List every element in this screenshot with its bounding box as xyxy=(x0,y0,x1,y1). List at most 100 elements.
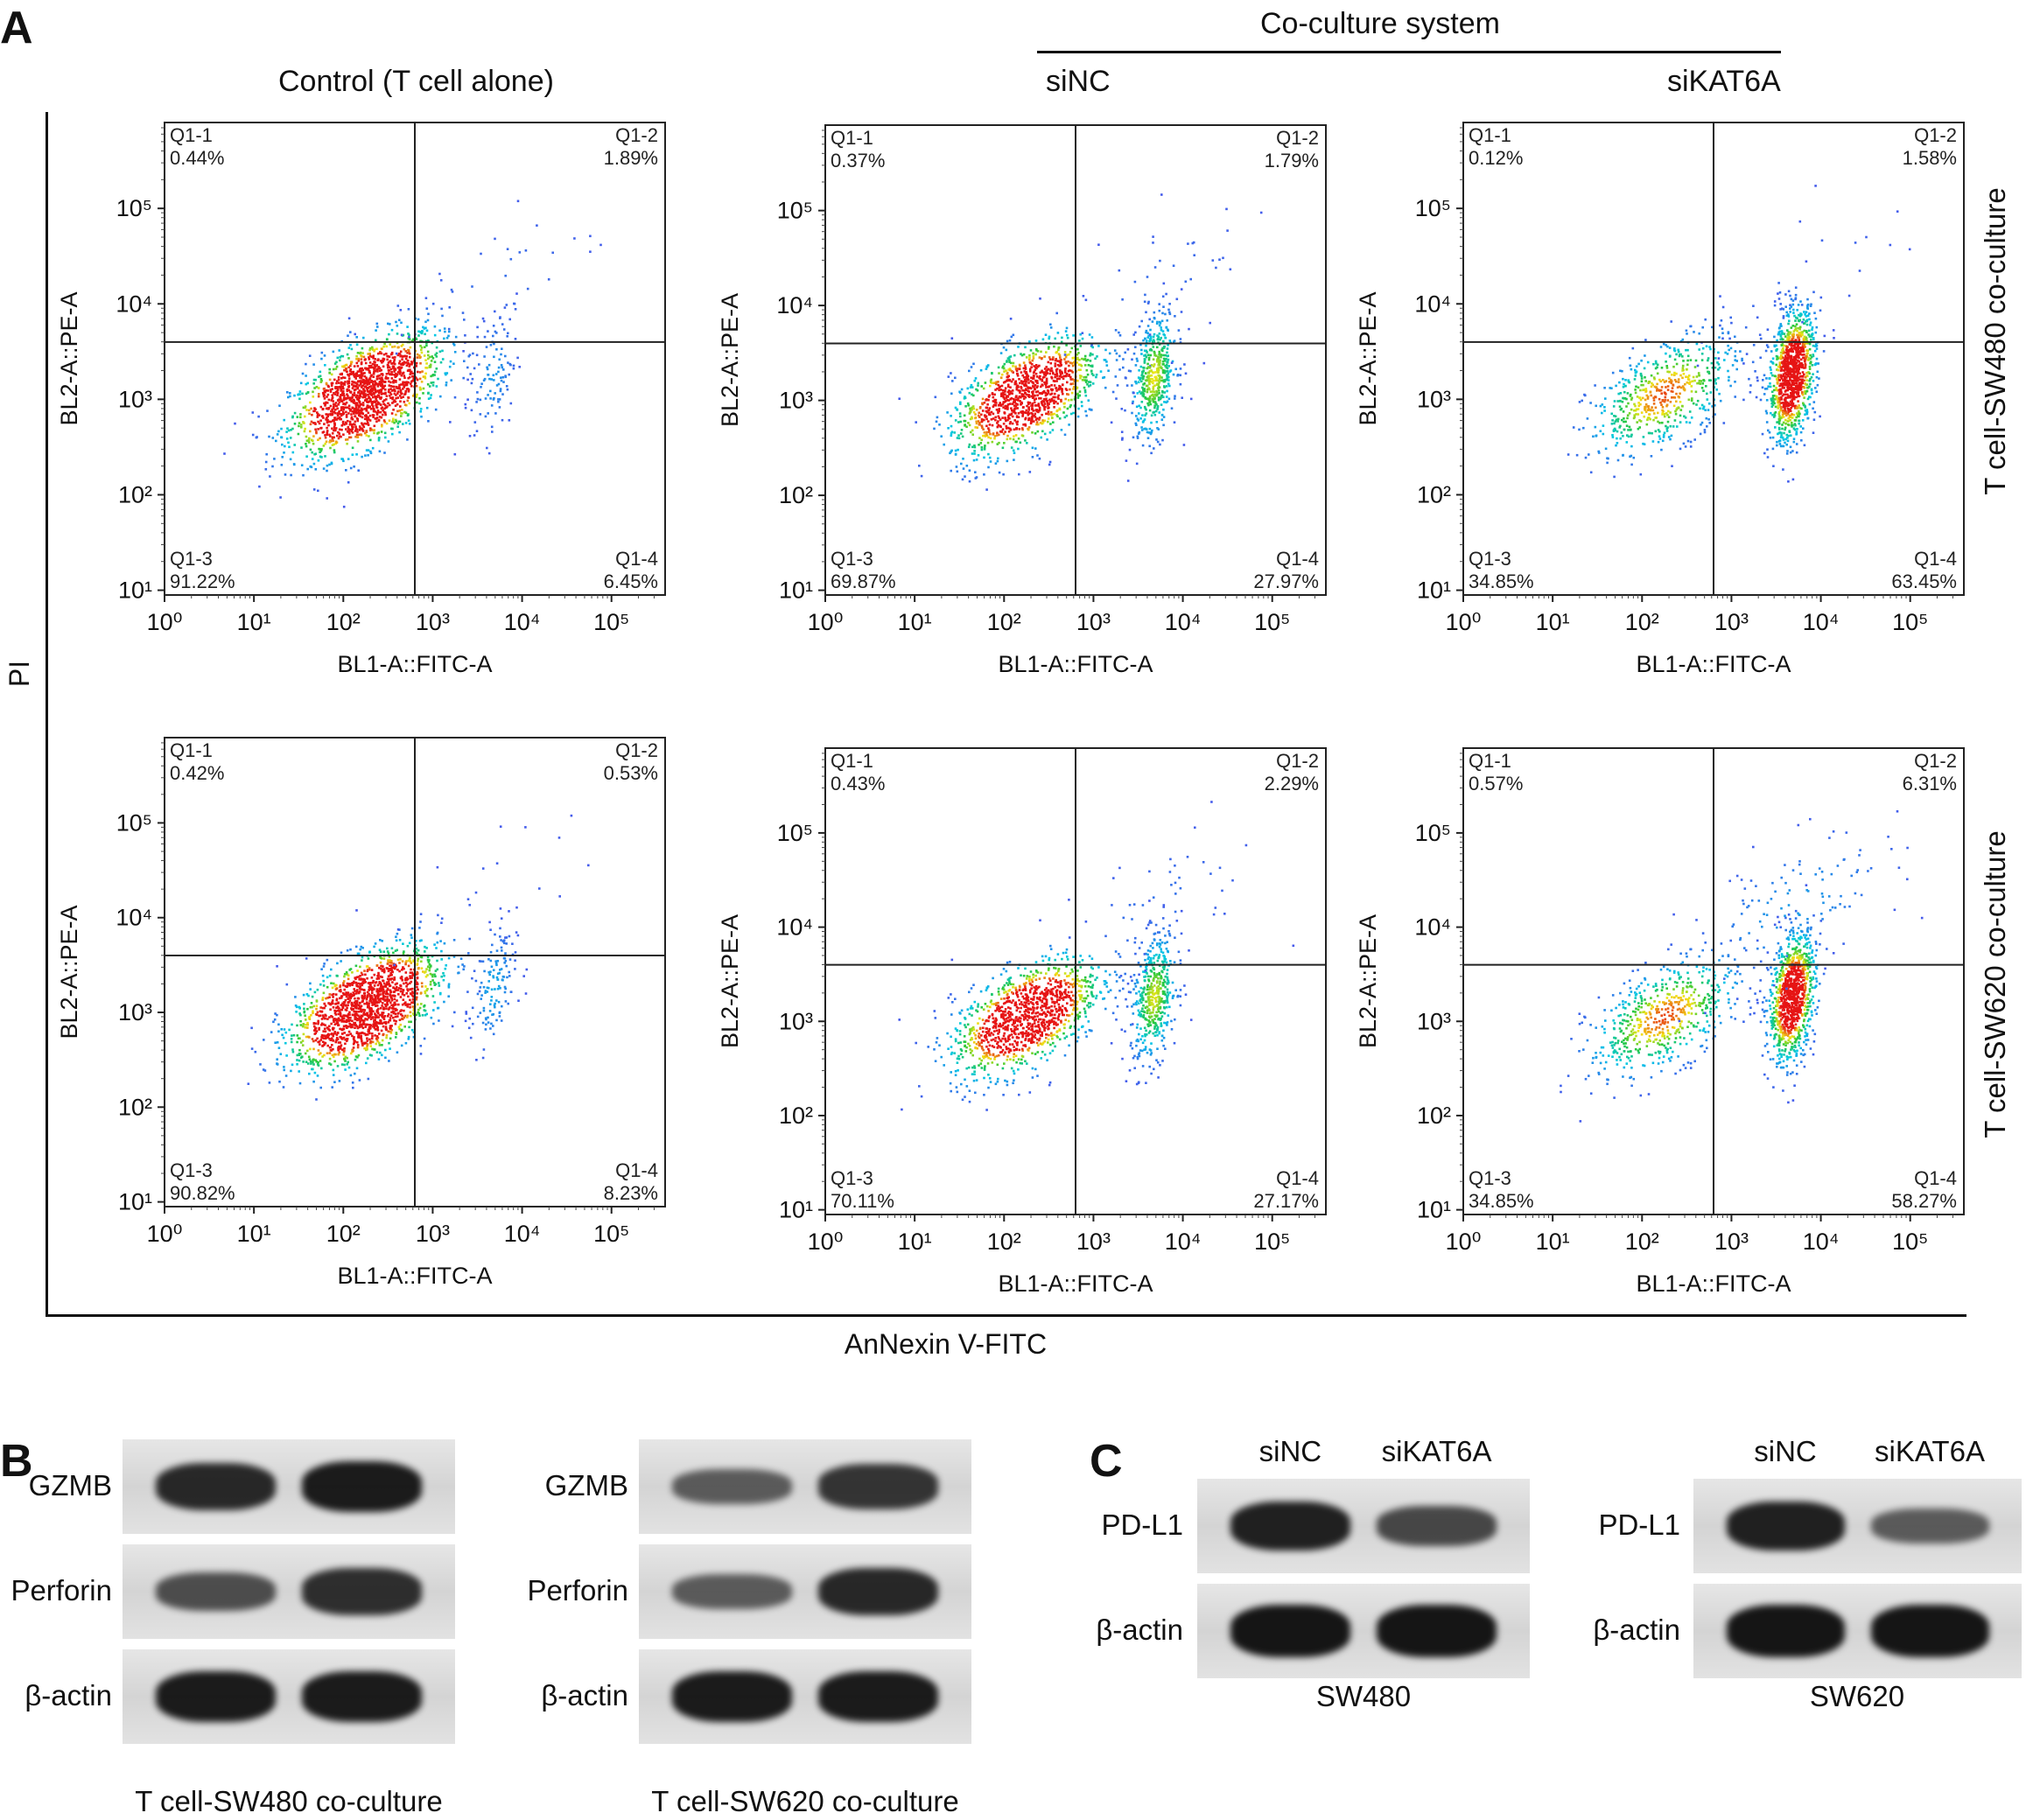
data-point xyxy=(326,413,329,416)
data-point xyxy=(1669,424,1672,428)
data-point xyxy=(1777,421,1780,424)
data-point xyxy=(355,411,359,415)
data-point xyxy=(1623,390,1626,394)
data-point xyxy=(490,404,494,407)
data-point xyxy=(346,370,348,374)
data-point xyxy=(1144,293,1146,297)
data-point xyxy=(1043,371,1047,374)
data-point xyxy=(1008,359,1011,361)
data-point xyxy=(1022,376,1026,379)
data-point xyxy=(1035,421,1039,424)
data-point xyxy=(1041,421,1045,424)
data-point xyxy=(374,391,377,394)
data-point xyxy=(994,462,998,465)
data-point xyxy=(1015,388,1019,391)
data-point xyxy=(320,351,324,354)
data-point xyxy=(399,354,402,358)
data-point xyxy=(289,392,291,395)
data-point xyxy=(1155,403,1158,406)
data-point xyxy=(998,441,1000,444)
data-point xyxy=(1165,363,1168,367)
data-point xyxy=(367,449,370,452)
data-point xyxy=(1666,388,1670,391)
data-point xyxy=(1734,359,1736,361)
data-point xyxy=(1803,444,1806,447)
data-point xyxy=(1611,436,1615,438)
data-point xyxy=(940,435,943,438)
data-point xyxy=(381,360,384,362)
data-point xyxy=(1085,368,1089,372)
data-point xyxy=(934,396,937,399)
data-point xyxy=(313,422,317,424)
data-point xyxy=(1007,368,1010,371)
data-point xyxy=(1051,429,1055,431)
data-point xyxy=(1799,425,1802,428)
data-point xyxy=(1013,458,1015,461)
data-point xyxy=(1709,391,1713,394)
data-point xyxy=(1769,437,1772,439)
data-point xyxy=(1024,382,1027,386)
data-point xyxy=(425,307,429,310)
data-point xyxy=(1714,366,1717,369)
data-point xyxy=(223,452,226,455)
data-point xyxy=(333,418,337,421)
data-point xyxy=(1625,405,1628,408)
data-point xyxy=(487,452,491,455)
data-point xyxy=(360,362,363,366)
data-point xyxy=(1151,394,1154,396)
data-point xyxy=(936,416,939,419)
data-point xyxy=(418,354,421,357)
data-point xyxy=(1801,331,1804,333)
data-point xyxy=(1001,402,1005,406)
data-point xyxy=(298,390,302,393)
data-point xyxy=(1118,354,1121,358)
data-point xyxy=(361,424,365,427)
data-point xyxy=(1163,379,1167,382)
data-point xyxy=(324,402,326,406)
data-point xyxy=(399,350,403,354)
data-point xyxy=(354,374,356,376)
data-point xyxy=(1031,408,1034,410)
data-point xyxy=(1070,346,1074,350)
data-point xyxy=(1139,378,1141,382)
data-point xyxy=(393,370,396,373)
data-point xyxy=(1146,388,1149,391)
data-point xyxy=(424,297,428,299)
data-point xyxy=(422,392,424,395)
data-point xyxy=(975,458,978,461)
data-point xyxy=(320,357,323,360)
data-point xyxy=(1006,406,1009,409)
data-point xyxy=(993,382,996,384)
data-point xyxy=(463,318,466,321)
data-point xyxy=(965,465,969,467)
data-point xyxy=(336,434,339,438)
data-point xyxy=(388,332,390,336)
data-point xyxy=(402,343,404,346)
data-point xyxy=(360,358,363,360)
data-point xyxy=(1649,417,1651,421)
data-point xyxy=(1021,415,1024,417)
data-point xyxy=(1154,354,1158,357)
data-point xyxy=(1779,369,1783,372)
data-point xyxy=(417,370,419,374)
data-point xyxy=(1148,318,1151,321)
data-point xyxy=(308,437,311,440)
data-point xyxy=(962,458,964,460)
data-point xyxy=(418,386,422,389)
data-point xyxy=(1776,355,1779,359)
data-point xyxy=(1057,348,1060,352)
data-point xyxy=(977,420,980,423)
data-point xyxy=(1787,417,1790,420)
data-point xyxy=(407,368,410,372)
data-point xyxy=(347,346,351,349)
data-point xyxy=(354,410,358,413)
x-tick-label: 10¹ xyxy=(237,609,271,635)
data-point xyxy=(361,381,364,383)
data-point xyxy=(1695,342,1699,346)
data-point xyxy=(1080,401,1083,403)
data-point xyxy=(382,387,385,390)
data-point xyxy=(375,406,379,410)
data-point xyxy=(361,412,365,416)
data-point xyxy=(1812,338,1815,340)
x-tick-label: 10⁰ xyxy=(808,609,844,635)
